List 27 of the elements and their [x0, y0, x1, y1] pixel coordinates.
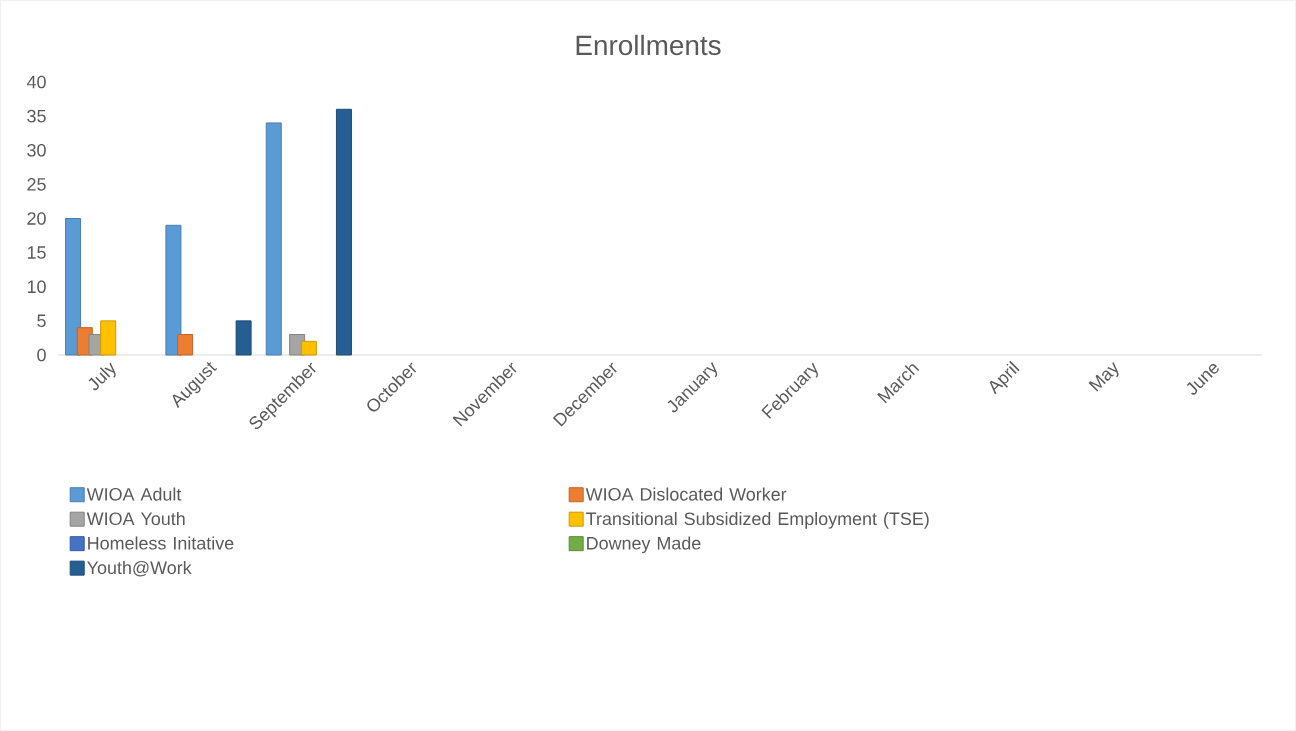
bar — [100, 320, 117, 356]
chart-title: Enrollments — [576, 34, 721, 56]
legend-label: Transitional Subsidized Employment (TSE) — [586, 511, 929, 529]
y-tick-label: 30 — [27, 143, 46, 157]
legend-label: Downey Made — [587, 536, 701, 554]
bar — [165, 224, 182, 356]
bar — [235, 320, 252, 356]
x-tick-label: May — [1088, 362, 1119, 392]
legend-label: WIOA Dislocated Worker — [585, 487, 787, 501]
y-tick-label: 35 — [27, 109, 46, 123]
bar — [65, 217, 82, 356]
y-tick-label: 40 — [26, 75, 46, 89]
bar — [335, 108, 352, 356]
y-tick-label: 10 — [27, 280, 46, 294]
bar — [177, 334, 194, 356]
y-tick-label: 0 — [37, 348, 46, 362]
legend-label: Youth@Work — [87, 560, 192, 577]
legend-label: WIOA Youth — [86, 511, 185, 526]
bar — [265, 122, 282, 356]
y-tick-label: 5 — [37, 314, 46, 328]
x-tick-label: July — [88, 362, 116, 391]
y-tick-label: 25 — [27, 178, 46, 191]
legend-label: WIOA Adult — [86, 487, 182, 501]
y-tick-label: 15 — [27, 246, 46, 259]
y-tick-label: 20 — [27, 212, 46, 225]
bar — [300, 340, 317, 356]
legend-label: Homeless Initative — [88, 536, 234, 550]
